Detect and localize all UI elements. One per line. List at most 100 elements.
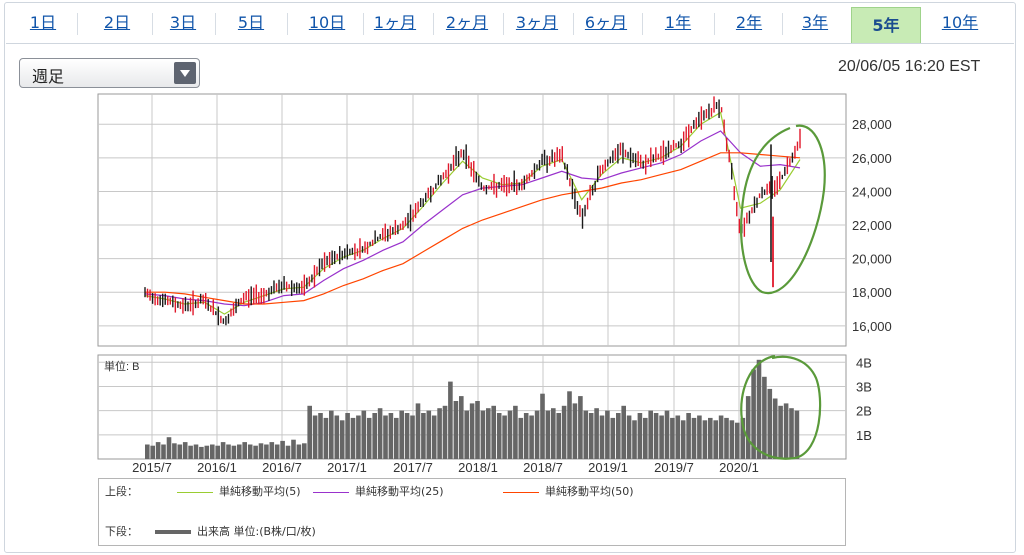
volume-bar: [605, 410, 610, 459]
volume-bar: [291, 439, 296, 459]
volume-bar: [350, 417, 356, 459]
x-tick-label: 2015/7: [132, 460, 172, 475]
x-tick-label: 2017/1: [327, 460, 367, 475]
tab-separator: [433, 13, 434, 35]
volume-bar: [789, 408, 794, 459]
volume-bar: [318, 413, 323, 459]
volume-bar: [588, 413, 594, 459]
volume-bar: [323, 417, 329, 459]
volume-bar: [523, 413, 529, 459]
volume-bar: [345, 413, 350, 459]
legend-ma25: 単純移動平均(25): [313, 483, 444, 499]
volume-bar: [729, 420, 735, 459]
volume-bar: [594, 408, 599, 459]
volume-bar: [247, 444, 253, 459]
volume-bar: [659, 415, 664, 459]
tab-10[interactable]: 1年: [664, 13, 692, 32]
volume-bar: [339, 420, 345, 459]
tab-8[interactable]: 3ヶ月: [515, 13, 559, 32]
volume-bar: [616, 413, 621, 459]
volume-bar: [274, 444, 280, 459]
volume-bar: [204, 445, 210, 459]
price-y-tick: 26,000: [852, 151, 892, 166]
volume-bar: [269, 442, 275, 459]
volume-bar: [431, 415, 437, 459]
volume-unit-label: 単位: B: [104, 359, 139, 373]
x-tick-label: 2018/1: [458, 460, 498, 475]
tab-7[interactable]: 2ヶ月: [445, 13, 489, 32]
volume-bar: [496, 413, 502, 459]
tab-11[interactable]: 2年: [735, 13, 763, 32]
volume-bar: [751, 369, 756, 459]
volume-bar: [491, 405, 496, 459]
tab-separator: [77, 13, 78, 35]
volume-bar: [231, 445, 237, 459]
price-y-tick: 24,000: [852, 184, 892, 199]
volume-bar: [691, 417, 697, 459]
volume-bar: [480, 410, 486, 459]
period-select[interactable]: 週足: [19, 58, 200, 88]
volume-bar: [448, 381, 453, 459]
volume-bar: [632, 420, 637, 459]
price-y-tick: 22,000: [852, 218, 892, 233]
volume-bar: [366, 417, 372, 459]
volume-bar: [534, 410, 540, 459]
tab-12[interactable]: 3年: [801, 13, 829, 32]
volume-bar: [399, 410, 404, 459]
volume-bar: [442, 405, 448, 459]
tab-separator: [363, 13, 364, 35]
volume-bar: [680, 420, 686, 459]
volume-bar: [437, 408, 442, 459]
tab-separator: [714, 13, 715, 35]
volume-bar: [718, 415, 724, 459]
legend-lower-label: 下段：: [105, 525, 138, 538]
tab-9[interactable]: 6ヶ月: [584, 13, 628, 32]
annotation-circle-price: [740, 124, 826, 295]
tab-3[interactable]: 3日: [169, 13, 197, 32]
tab-6[interactable]: 1ヶ月: [373, 13, 417, 32]
tab-5[interactable]: 10日: [308, 13, 346, 32]
volume-bar: [610, 417, 616, 459]
volume-bar: [296, 444, 302, 459]
volume-bar: [356, 415, 361, 459]
volume-bar: [469, 403, 475, 459]
volume-bar: [783, 403, 789, 459]
volume-bar: [670, 417, 675, 459]
volume-bar: [172, 443, 177, 459]
legend-upper-label: 上段：: [105, 485, 138, 498]
volume-bar: [415, 403, 421, 459]
timestamp: 20/06/05 16:20 EST: [838, 58, 981, 75]
volume-bar: [253, 445, 258, 459]
tab-separator: [642, 13, 643, 35]
volume-bar: [740, 417, 746, 459]
volume-bar: [686, 413, 691, 459]
legend-ma50: 単純移動平均(50): [503, 483, 634, 499]
volume-bar: [648, 410, 653, 459]
x-tick-label: 2019/7: [654, 460, 694, 475]
volume-bar: [329, 410, 334, 459]
volume-bar: [599, 415, 605, 459]
volume-bar: [242, 442, 247, 459]
volume-bar: [459, 396, 464, 459]
volume-bar: [426, 410, 432, 459]
volume-bar: [762, 376, 767, 459]
period-tabs: 1日 2日 3日 5日 10日 1ヶ月 2ヶ月 3ヶ月 6ヶ月 1年 2年 3年 5年 10年: [6, 3, 1014, 45]
volume-bar: [572, 403, 578, 459]
tab-1[interactable]: 1日: [29, 13, 57, 32]
tab-2[interactable]: 2日: [103, 13, 131, 32]
tab-separator: [287, 13, 288, 35]
tabs-divider: [6, 43, 1014, 44]
volume-bar: [453, 401, 459, 459]
x-tick-label: 2016/7: [262, 460, 302, 475]
volume-bar: [193, 444, 199, 459]
tab-14[interactable]: 10年: [941, 13, 979, 32]
tab-separator: [573, 13, 574, 35]
volume-bar: [486, 408, 491, 459]
volume-bar: [421, 413, 426, 459]
volume-bar: [545, 410, 551, 459]
chevron-down-icon[interactable]: [174, 62, 196, 84]
x-tick-label: 2018/7: [523, 460, 563, 475]
tab-4[interactable]: 5日: [237, 13, 265, 32]
volume-bar: [540, 393, 545, 459]
tab-13[interactable]: 5年: [851, 7, 921, 44]
